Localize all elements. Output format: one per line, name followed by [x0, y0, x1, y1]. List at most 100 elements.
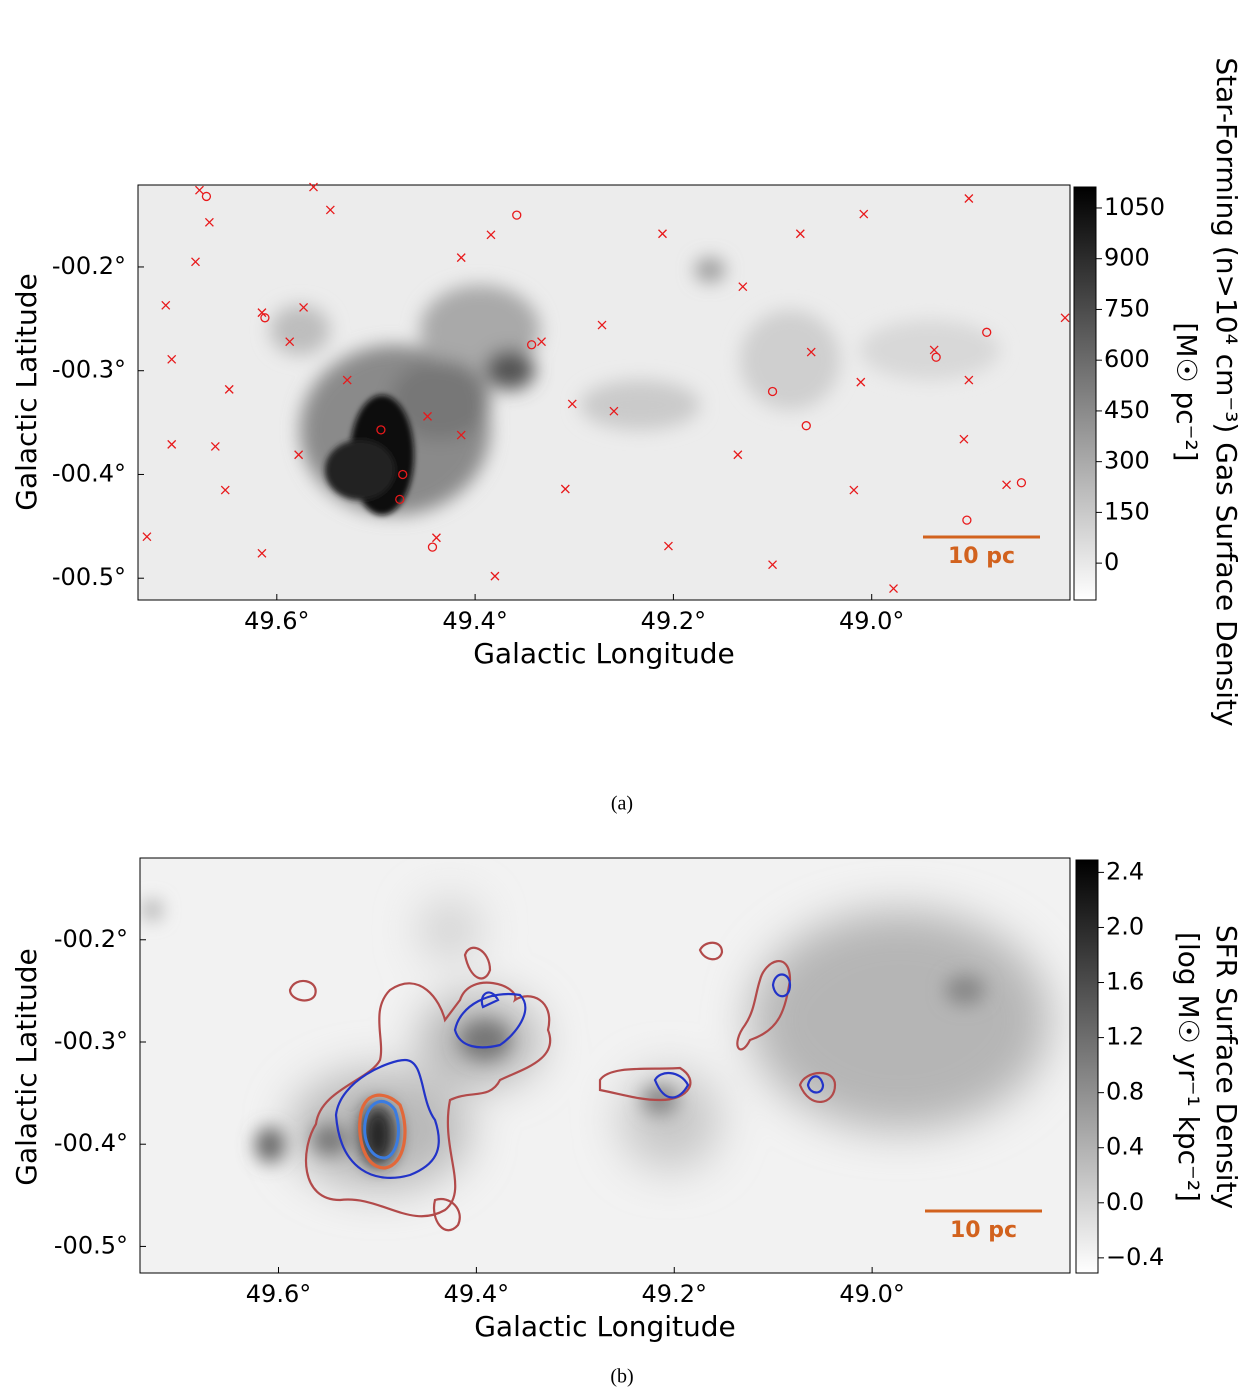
- source-x: [294, 450, 304, 460]
- source-o: [427, 542, 438, 552]
- source-x: [342, 375, 352, 385]
- colorbar-tick-label: 0.4: [1106, 1133, 1144, 1161]
- source-x: [325, 205, 335, 215]
- y-tick-label: -00.5°: [54, 1231, 128, 1259]
- colorbar: [1073, 186, 1097, 601]
- colorbar-tick-label: 450: [1104, 396, 1150, 424]
- colorbar-tick-label: −0.4: [1106, 1243, 1164, 1271]
- source-o: [201, 191, 212, 202]
- contours: [288, 941, 837, 1232]
- sfr-map: [140, 858, 1070, 1273]
- source-o: [767, 386, 778, 397]
- source-x: [1002, 480, 1011, 490]
- source-x: [964, 375, 974, 385]
- source-o: [982, 327, 992, 337]
- source-x: [142, 532, 152, 542]
- colorbar-label: Star-Forming (n>10⁴ cm⁻³) Gas Surface De…: [1210, 57, 1243, 726]
- source-x: [285, 337, 295, 347]
- source-x: [959, 434, 969, 444]
- source-x: [1060, 313, 1070, 323]
- source-o: [512, 210, 522, 220]
- source-x: [849, 485, 859, 495]
- source-x: [431, 533, 441, 543]
- x-tick-label: 49.2°: [642, 1280, 707, 1308]
- caption: (a): [611, 793, 633, 815]
- y-tick-label: -00.4°: [54, 1129, 128, 1157]
- caption: (b): [610, 1366, 633, 1388]
- source-x: [486, 230, 496, 240]
- colorbar-tick-label: 0.0: [1106, 1188, 1144, 1216]
- colorbar-tick-label: 0.8: [1106, 1078, 1144, 1106]
- source-x: [567, 399, 577, 409]
- colorbar-tick-label: 600: [1104, 345, 1150, 373]
- source-o: [526, 340, 537, 350]
- colorbar-tick-label: 1.2: [1106, 1023, 1144, 1051]
- x-tick-label: 49.6°: [244, 607, 309, 635]
- colorbar-tick-label: 150: [1104, 497, 1150, 525]
- gas-map: [138, 185, 1070, 600]
- y-tick-label: -00.5°: [52, 563, 126, 591]
- source-x: [806, 347, 816, 357]
- source-x: [257, 308, 267, 318]
- source-x: [597, 320, 607, 330]
- source-x: [490, 571, 500, 581]
- source-x: [257, 548, 267, 558]
- y-axis-label: Galactic Latitude: [10, 948, 43, 1185]
- colorbar-label: [log M☉ yr⁻¹ kpc⁻²]: [1172, 932, 1205, 1202]
- x-tick-label: 49.0°: [839, 607, 904, 635]
- x-tick-label: 49.4°: [442, 607, 507, 635]
- source-x: [768, 560, 778, 570]
- source-o: [801, 421, 811, 431]
- source-x: [220, 485, 230, 495]
- y-tick-label: -00.4°: [52, 459, 126, 487]
- scale-bar-label: 10 pc: [950, 1218, 1017, 1243]
- source-x: [663, 541, 673, 551]
- source-x: [658, 229, 667, 239]
- source-x: [456, 430, 466, 440]
- x-tick-label: 49.0°: [839, 1280, 904, 1308]
- source-x: [224, 384, 234, 394]
- source-x: [167, 354, 177, 364]
- x-tick-label: 49.6°: [246, 1280, 311, 1308]
- source-x: [795, 229, 805, 239]
- colorbar-tick-label: 1.6: [1106, 968, 1144, 996]
- source-x: [738, 282, 748, 292]
- source-o: [260, 313, 270, 323]
- colorbar-tick-label: 0: [1104, 548, 1119, 576]
- source-x: [204, 217, 214, 227]
- source-x: [859, 209, 869, 219]
- source-x: [560, 484, 570, 494]
- colorbar-tick-label: 1050: [1104, 193, 1165, 221]
- source-x: [889, 584, 898, 594]
- source-o: [376, 425, 386, 435]
- source-x: [195, 185, 204, 195]
- frame: [137, 184, 1071, 601]
- colorbar-tick-label: 750: [1104, 294, 1150, 322]
- source-x: [299, 302, 309, 312]
- source-x: [456, 253, 466, 263]
- source-x: [167, 439, 177, 449]
- source-x: [733, 450, 743, 460]
- source-x: [191, 257, 200, 267]
- source-x: [537, 337, 546, 347]
- source-o: [931, 352, 941, 362]
- source-x: [423, 411, 432, 421]
- y-tick-label: -00.3°: [52, 356, 126, 384]
- colorbar-tick-label: 900: [1104, 244, 1150, 272]
- colorbar-label: SFR Surface Density: [1210, 925, 1243, 1209]
- source-x: [161, 300, 171, 310]
- x-axis-label: Galactic Longitude: [474, 1310, 736, 1343]
- source-x: [964, 194, 974, 203]
- y-axis-label: Galactic Latitude: [10, 273, 43, 510]
- x-tick-label: 49.4°: [444, 1280, 509, 1308]
- y-tick-label: -00.3°: [54, 1027, 128, 1055]
- source-o: [1016, 478, 1027, 488]
- colorbar-tick-label: 2.4: [1106, 857, 1144, 885]
- source-x: [856, 377, 866, 387]
- colorbar-tick-label: 2.0: [1106, 912, 1144, 940]
- x-axis-label: Galactic Longitude: [473, 637, 735, 670]
- y-tick-label: -00.2°: [54, 925, 128, 953]
- colorbar-label: [M☉ pc⁻²]: [1170, 322, 1203, 461]
- source-x: [609, 406, 619, 416]
